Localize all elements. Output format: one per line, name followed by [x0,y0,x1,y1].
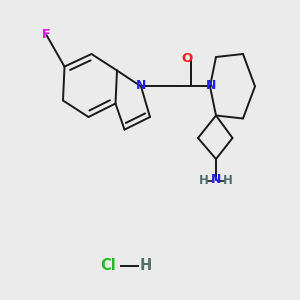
Text: O: O [181,52,193,65]
Text: Cl: Cl [100,258,116,273]
Text: H: H [223,174,232,188]
Text: N: N [136,79,146,92]
Text: F: F [42,28,51,41]
Text: H: H [199,174,209,188]
Text: N: N [211,172,221,186]
Text: N: N [206,79,216,92]
Text: H: H [140,258,152,273]
